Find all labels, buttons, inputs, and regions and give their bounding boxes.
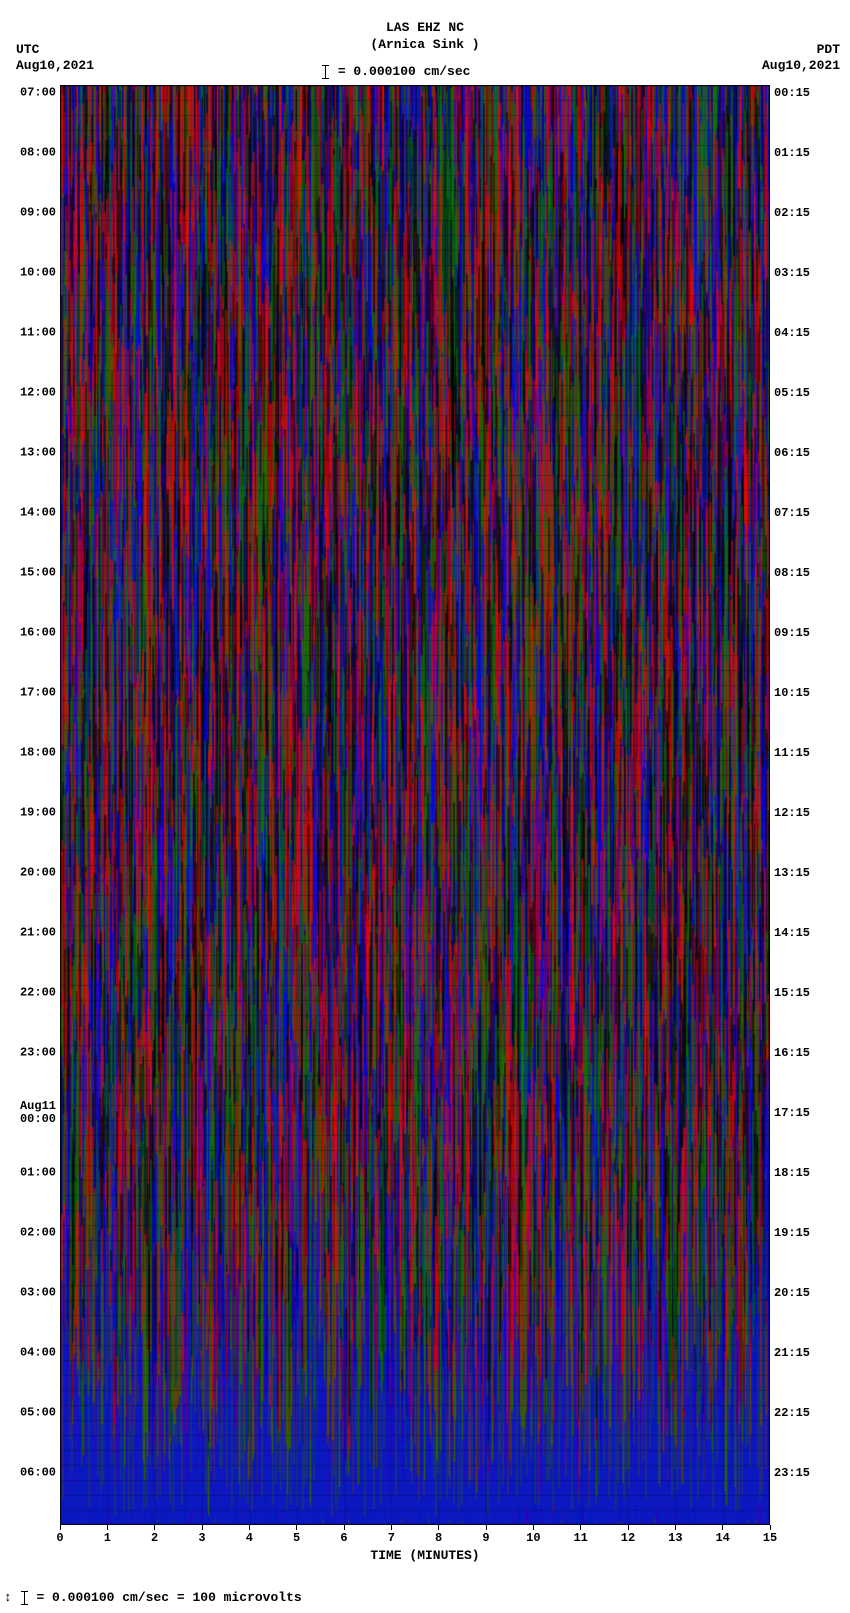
x-tick [770,1525,771,1530]
pdt-header: PDT Aug10,2021 [762,42,840,73]
y-left-tick-label: 05:00 [10,1406,56,1419]
y-left-tick-label: 11:00 [10,326,56,339]
y-right-tick-label: 11:15 [774,746,834,760]
x-tick-label: 10 [526,1531,540,1545]
x-tick-label: 4 [246,1531,253,1545]
y-left-tick-label: 07:00 [10,86,56,99]
station-line-2: (Arnica Sink ) [0,37,850,54]
x-tick [486,1525,487,1530]
x-tick-label: 0 [56,1531,63,1545]
y-left-tick-label: 17:00 [10,686,56,699]
y-left-tick-label: 23:00 [10,1046,56,1059]
y-left-tick-label: 09:00 [10,206,56,219]
x-tick-label: 3 [198,1531,205,1545]
footer-scale-text: = 0.000100 cm/sec = 100 microvolts [36,1590,301,1605]
x-tick [722,1525,723,1530]
x-tick [580,1525,581,1530]
y-right-tick-label: 13:15 [774,866,834,880]
y-left-tick-label: 13:00 [10,446,56,459]
y-left-tick-label: 01:00 [10,1166,56,1179]
scale-legend-text: = 0.000100 cm/sec [338,64,471,79]
y-right-tick-label: 09:15 [774,626,834,640]
x-tick [391,1525,392,1530]
y-right-tick-label: 21:15 [774,1346,834,1360]
x-tick [249,1525,250,1530]
footer-prefix: ↕ [4,1590,12,1605]
x-tick-label: 2 [151,1531,158,1545]
y-left-tick-label: 21:00 [10,926,56,939]
y-right-tick-label: 20:15 [774,1286,834,1300]
station-line-1: LAS EHZ NC [0,20,850,37]
pdt-date: Aug10,2021 [762,58,840,74]
y-left-tick-label: 22:00 [10,986,56,999]
x-tick-label: 1 [104,1531,111,1545]
scale-legend-top: = 0.000100 cm/sec [325,64,470,79]
y-left-tick-label: 19:00 [10,806,56,819]
helicorder-plot [60,85,770,1525]
x-tick-label: 14 [715,1531,729,1545]
x-tick-label: 13 [668,1531,682,1545]
x-tick-label: 7 [388,1531,395,1545]
y-left-tick-label: Aug1100:00 [10,1099,56,1125]
y-right-tick-label: 23:15 [774,1466,834,1480]
x-tick-label: 9 [482,1531,489,1545]
y-right-tick-label: 17:15 [774,1106,834,1120]
y-right-tick-label: 12:15 [774,806,834,820]
y-right-tick-label: 01:15 [774,146,834,160]
utc-date: Aug10,2021 [16,58,94,74]
y-right-tick-label: 03:15 [774,266,834,280]
x-tick [438,1525,439,1530]
x-tick [533,1525,534,1530]
y-right-tick-label: 19:15 [774,1226,834,1240]
y-right-tick-label: 14:15 [774,926,834,940]
x-tick [296,1525,297,1530]
y-left-tick-label: 16:00 [10,626,56,639]
x-tick-label: 8 [435,1531,442,1545]
y-right-tick-label: 02:15 [774,206,834,220]
y-left-tick-label: 10:00 [10,266,56,279]
y-right-tick-label: 06:15 [774,446,834,460]
x-tick-label: 15 [763,1531,777,1545]
utc-header: UTC Aug10,2021 [16,42,94,73]
y-right-tick-label: 16:15 [774,1046,834,1060]
x-tick [344,1525,345,1530]
x-tick [202,1525,203,1530]
x-tick-label: 11 [573,1531,587,1545]
pdt-label: PDT [762,42,840,58]
x-tick [675,1525,676,1530]
y-left-tick-label: 14:00 [10,506,56,519]
scale-bar-icon [24,1591,25,1605]
y-right-tick-label: 00:15 [774,86,834,100]
y-right-tick-label: 08:15 [774,566,834,580]
y-left-tick-label: 12:00 [10,386,56,399]
y-right-tick-label: 04:15 [774,326,834,340]
y-left-tick-label: 20:00 [10,866,56,879]
x-tick [107,1525,108,1530]
x-axis-title: TIME (MINUTES) [370,1548,479,1563]
y-left-tick-label: 18:00 [10,746,56,759]
y-left-tick-label: 08:00 [10,146,56,159]
y-left-tick-label: 03:00 [10,1286,56,1299]
y-right-tick-label: 10:15 [774,686,834,700]
y-right-tick-label: 22:15 [774,1406,834,1420]
y-left-tick-label: 15:00 [10,566,56,579]
x-tick [628,1525,629,1530]
utc-label: UTC [16,42,94,58]
x-tick-label: 5 [293,1531,300,1545]
scale-legend-bottom: ↕ = 0.000100 cm/sec = 100 microvolts [4,1590,302,1605]
y-right-tick-label: 18:15 [774,1166,834,1180]
scale-bar-icon [325,65,326,79]
y-right-tick-label: 05:15 [774,386,834,400]
y-right-tick-label: 07:15 [774,506,834,520]
y-left-tick-label: 04:00 [10,1346,56,1359]
x-tick [60,1525,61,1530]
y-left-tick-label: 06:00 [10,1466,56,1479]
title-block: LAS EHZ NC (Arnica Sink ) [0,20,850,54]
x-tick-label: 6 [340,1531,347,1545]
y-left-tick-label: 02:00 [10,1226,56,1239]
header: LAS EHZ NC (Arnica Sink ) [0,20,850,54]
y-right-tick-label: 15:15 [774,986,834,1000]
x-tick [154,1525,155,1530]
x-tick-label: 12 [621,1531,635,1545]
